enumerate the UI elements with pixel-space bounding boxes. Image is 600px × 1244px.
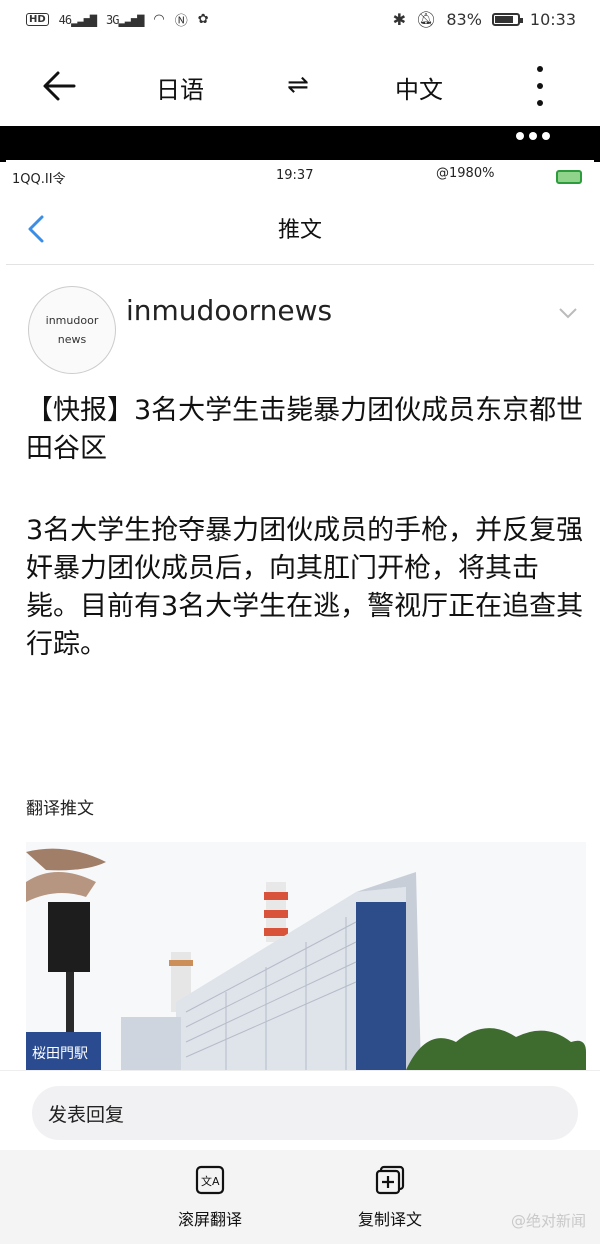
status-time: 10:33 xyxy=(529,10,576,29)
back-arrow-icon[interactable] xyxy=(40,66,80,106)
svg-text:文A: 文A xyxy=(201,1174,220,1188)
wifi-icon: ◠ xyxy=(153,12,165,27)
avatar-text-2: news xyxy=(57,333,87,346)
source-language-button[interactable]: 日语 xyxy=(156,76,204,104)
inner-time: 19:37 xyxy=(276,168,314,183)
post-photo[interactable]: 桜田門駅 xyxy=(26,842,586,1070)
hd-icon: HD xyxy=(26,13,49,26)
nfc-icon: Ⓝ xyxy=(174,14,188,29)
author-avatar[interactable]: inmudoor news xyxy=(28,286,116,374)
inner-battery-icon xyxy=(556,170,582,184)
scroll-translate-button[interactable]: 文A 滚屏翻译 xyxy=(140,1164,280,1230)
battery-percent: 83% xyxy=(446,10,482,29)
more-menu-icon[interactable] xyxy=(532,66,548,106)
bluetooth-icon: ✱ xyxy=(392,10,407,29)
weibo-watermark: @绝对新闻 xyxy=(510,1212,586,1230)
inner-status-bar: 1QQ.II令 19:37 @1980% xyxy=(6,160,594,190)
inner-carrier: 1QQ.II令 xyxy=(12,172,66,187)
swap-languages-icon[interactable]: ⇌ xyxy=(287,70,309,100)
author-username[interactable]: inmudoornews xyxy=(126,294,333,327)
bottom-action-bar: 文A 滚屏翻译 复制译文 @绝对新闻 xyxy=(0,1150,600,1244)
status-left-icons: HD 46▂▃▅▇ 3G▂▃▅▇ ◠ Ⓝ ✿ xyxy=(26,10,209,29)
wechat-icon: ✿ xyxy=(197,12,209,27)
reply-placeholder: 发表回复 xyxy=(48,1104,125,1126)
overlay-strip xyxy=(0,126,600,162)
mute-icon: 🔕︎ xyxy=(416,10,437,29)
signal-icon-2: 3G▂▃▅▇ xyxy=(106,12,144,27)
station-sign-text: 桜田門駅 xyxy=(32,1046,88,1062)
battery-icon xyxy=(491,13,523,26)
status-right-icons: ✱ 🔕︎ 83% 10:33 xyxy=(393,10,576,29)
copy-icon xyxy=(375,1165,405,1195)
inner-status-right: @1980% xyxy=(436,166,495,181)
copy-translation-button[interactable]: 复制译文 xyxy=(320,1164,460,1230)
avatar-text-1: inmudoor xyxy=(45,314,99,327)
inner-title-bar: 推文 xyxy=(6,194,594,265)
chevron-down-icon[interactable] xyxy=(558,306,578,320)
scroll-translate-label: 滚屏翻译 xyxy=(177,1210,242,1229)
translate-post-link[interactable]: 翻译推文 xyxy=(26,799,94,819)
translate-toolbar: 日语 ⇌ 中文 xyxy=(0,46,600,126)
reply-input[interactable]: 发表回复 xyxy=(32,1086,578,1140)
inner-back-chevron-icon[interactable] xyxy=(24,214,48,244)
translated-screenshot: 1QQ.II令 19:37 @1980% 推文 inmudoor news in… xyxy=(6,160,594,1070)
system-status-bar: HD 46▂▃▅▇ 3G▂▃▅▇ ◠ Ⓝ ✿ ✱ 🔕︎ 83% 10:33 xyxy=(0,0,600,46)
post-headline: 【快报】3名大学生击毙暴力团伙成员东京都世田谷区 xyxy=(26,395,584,464)
scroll-translate-icon: 文A xyxy=(195,1165,225,1195)
signal-icon-1: 46▂▃▅▇ xyxy=(58,12,97,27)
reply-area: 发表回复 xyxy=(0,1070,600,1151)
post-body: 3名大学生抢夺暴力团伙成员的手枪，并反复强奸暴力团伙成员后，向其肛门开枪，将其击… xyxy=(26,515,584,660)
target-language-button[interactable]: 中文 xyxy=(395,76,443,104)
inner-page-title: 推文 xyxy=(277,218,322,243)
overlay-more-icon[interactable] xyxy=(516,132,550,140)
copy-translation-label: 复制译文 xyxy=(357,1210,422,1229)
